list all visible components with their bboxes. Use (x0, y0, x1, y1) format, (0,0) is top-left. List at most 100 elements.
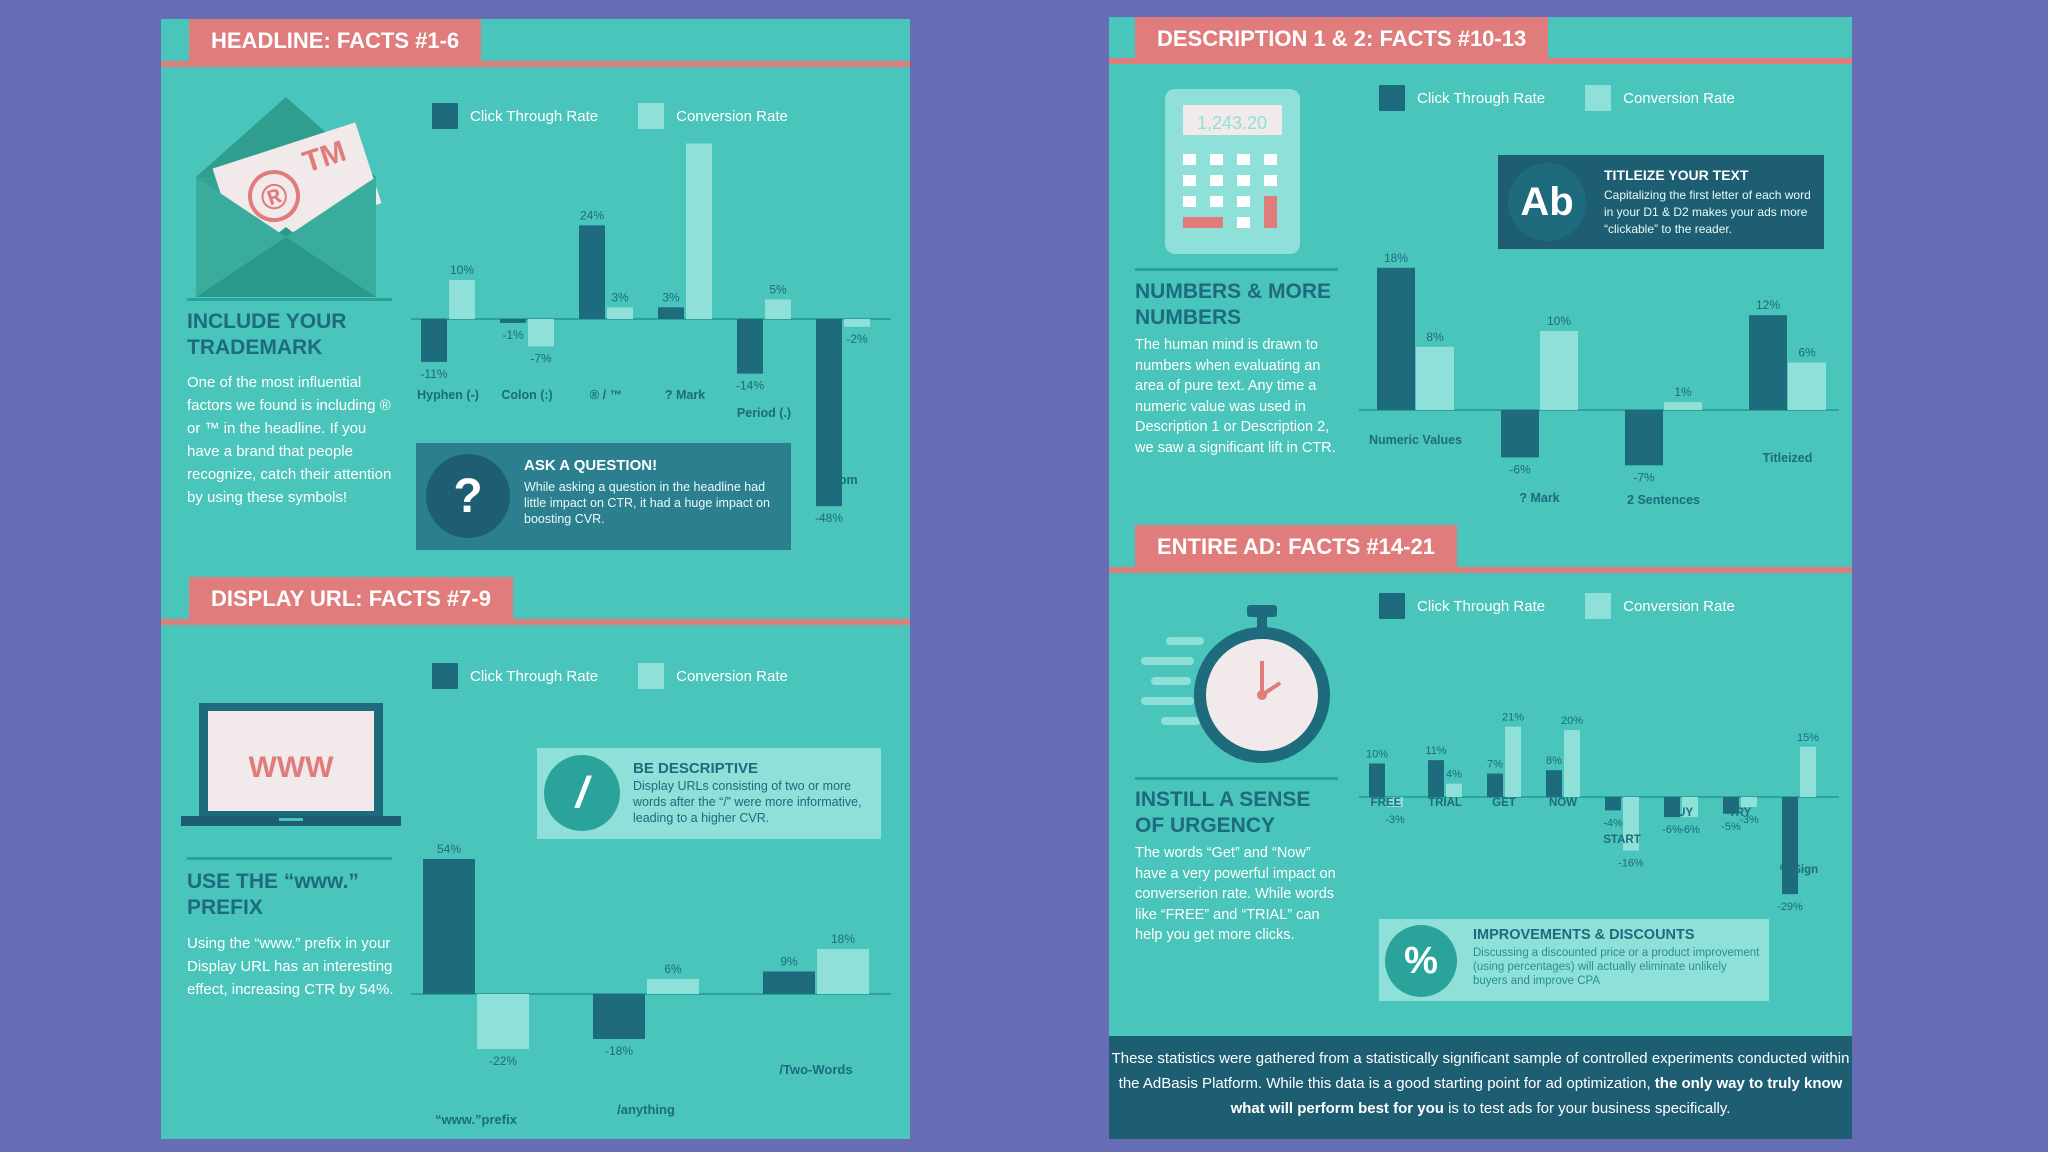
bar-cvr (1623, 797, 1639, 851)
bar-cvr (1540, 331, 1578, 410)
legend-swatch-ctr (1379, 85, 1405, 111)
data-label: 20% (1561, 715, 1583, 727)
be-descriptive-title: BE DESCRIPTIVE (633, 760, 759, 777)
data-label: -2% (846, 332, 868, 346)
data-label: 6% (664, 962, 682, 976)
bar-cvr (449, 280, 475, 319)
headline-chart: -11% 10% Hyphen (-) -1% -7% Colon (:) 24% 3% ® /… (411, 139, 891, 525)
data-label: -11% (420, 367, 447, 381)
category-label: TRY (1729, 807, 1752, 819)
data-label: 1% (1674, 385, 1692, 399)
headline-stripe (161, 61, 910, 67)
legend-swatch-cvr (1585, 593, 1612, 619)
legend-label-ctr: Click Through Rate (1417, 89, 1546, 107)
description-legend: Click Through Rate Conversion Rate (1379, 85, 1775, 111)
be-descriptive-text: Display URLs consisting of two or more w… (633, 779, 862, 825)
category-label: BUY (1669, 807, 1694, 819)
bar-cvr (844, 319, 870, 327)
bar-ctr (763, 971, 815, 994)
bar-ctr (658, 307, 684, 319)
category-label: ? Mark (665, 388, 705, 402)
category-label: START (1603, 834, 1640, 846)
display-url-section-title: USE THE “www.” PREFIX (187, 870, 359, 919)
data-label: -7% (1633, 470, 1655, 484)
bar-cvr (477, 994, 529, 1049)
legend-swatch-cvr (638, 103, 665, 129)
be-descriptive-callout: / BE DESCRIPTIVE Display URLs consisting… (537, 748, 881, 839)
category-label: Titleized (1763, 451, 1813, 465)
description-chart: 18% 8% Numeric Values -6% 10% ? Mark -7% 1% 2 Se… (1359, 251, 1839, 507)
bar-ctr (593, 994, 645, 1039)
bar-ctr (1428, 760, 1444, 797)
bar-cvr (1446, 783, 1462, 797)
bar-cvr (528, 319, 554, 347)
titleize-text: Capitalizing the first letter of each wo… (1604, 188, 1811, 236)
category-label: .com (828, 473, 857, 487)
legend-swatch-ctr (432, 103, 458, 129)
category-label: % Sign (1780, 864, 1818, 876)
data-label: 3% (662, 290, 680, 304)
bar-ctr (1546, 770, 1562, 797)
data-label: 11% (1425, 745, 1446, 757)
category-label: ? Mark (1519, 491, 1559, 505)
headline-rule (187, 298, 392, 301)
data-label: 6% (1798, 346, 1816, 360)
legend-swatch-cvr (1585, 85, 1612, 111)
legend-label-cvr: Conversion Rate (1623, 89, 1735, 107)
data-label: -6% (1680, 824, 1700, 836)
bar-ctr (1625, 410, 1663, 466)
bar-cvr (1505, 726, 1521, 797)
ask-question-title: ASK A QUESTION! (524, 457, 658, 474)
bar-cvr (1741, 797, 1757, 808)
display-url-tab: DISPLAY URL: FACTS #7-9 (189, 577, 513, 621)
category-label: Colon (:) (501, 388, 552, 402)
bar-cvr (1387, 797, 1403, 808)
legend-swatch-cvr (638, 663, 665, 689)
bar-ctr (1749, 315, 1787, 410)
data-label: 18% (1384, 251, 1408, 265)
entire-ad-chart: 10% -3% FREE 11%4% TRIAL 7% 21% GET 8% 20% NOW -4% -… (1359, 712, 1839, 913)
legend-swatch-ctr (432, 663, 458, 689)
category-label: Hyphen (-) (417, 388, 479, 402)
entire-ad-section-title: INSTILL A SENSE OF URGENCY (1135, 788, 1311, 837)
bar-ctr (737, 319, 763, 374)
description-tab: DESCRIPTION 1 & 2: FACTS #10-13 (1135, 17, 1549, 61)
entire-ad-tab: ENTIRE AD: FACTS #14-21 (1135, 525, 1457, 569)
slash-icon: / (544, 755, 620, 831)
data-label: 8% (1426, 330, 1444, 344)
data-label: -4% (1603, 817, 1623, 829)
entire-ad-stripe (1109, 567, 1852, 573)
display-url-stripe (161, 619, 910, 625)
footer-note: These statistics were gathered from a st… (1109, 1036, 1852, 1139)
legend-swatch-ctr (1379, 593, 1405, 619)
entire-ad-rule (1135, 777, 1338, 780)
data-label: 21% (1502, 712, 1524, 724)
data-label: 7% (1487, 759, 1503, 771)
data-label: 5% (769, 283, 787, 297)
display-url-chart: 54% -22% “www.”prefix -18% 6% /anything 9% 18% /… (411, 842, 891, 1127)
category-label: Period (.) (737, 406, 791, 420)
data-label: -14% (736, 379, 764, 393)
left-panel: HEADLINE: FACTS #1-6 ® TM INCLUDE YOUR T… (161, 19, 910, 1139)
data-label: -3% (1739, 814, 1759, 826)
envelope-trademark-icon: ® TM (196, 97, 382, 297)
bar-ctr (1664, 797, 1680, 818)
legend-label-cvr: Conversion Rate (676, 667, 788, 685)
footer-text-part1: These statistics were gathered from a st… (1111, 1050, 1850, 1092)
data-label: -16% (1618, 858, 1644, 870)
data-label: -22% (489, 1054, 517, 1068)
data-label: 12% (1756, 298, 1780, 312)
legend-label-ctr: Click Through Rate (470, 667, 599, 685)
data-label: 24% (580, 208, 604, 222)
bar-cvr (686, 143, 712, 319)
headline-body-text: One of the most influential factors we f… (187, 374, 392, 506)
category-label: Numeric Values (1369, 433, 1462, 447)
data-label: 10% (450, 263, 474, 277)
data-label: -29% (1777, 901, 1803, 913)
bar-ctr (421, 319, 447, 362)
bar-cvr (647, 979, 699, 994)
description-section-title: NUMBERS & MORE NUMBERS (1135, 280, 1332, 329)
data-label: 4% (1446, 769, 1462, 781)
improvements-text: Discussing a discounted price or a produ… (1473, 947, 1760, 987)
bar-ctr (1377, 267, 1415, 410)
